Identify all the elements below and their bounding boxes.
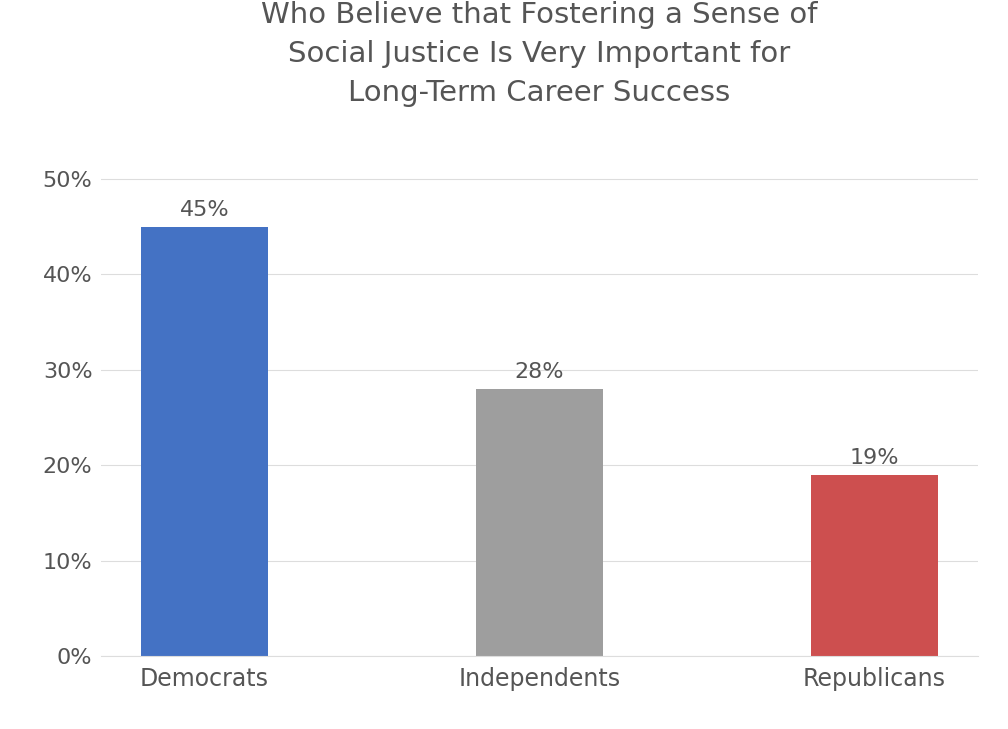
Bar <box>141 227 268 656</box>
Text: 19%: 19% <box>850 448 899 468</box>
Bar <box>476 389 603 656</box>
Title: Percent of Americans by Political Affiliation
Who Believe that Fostering a Sense: Percent of Americans by Political Affili… <box>228 0 851 106</box>
Bar <box>810 475 937 656</box>
Text: 28%: 28% <box>514 362 564 382</box>
Text: 45%: 45% <box>179 200 229 220</box>
